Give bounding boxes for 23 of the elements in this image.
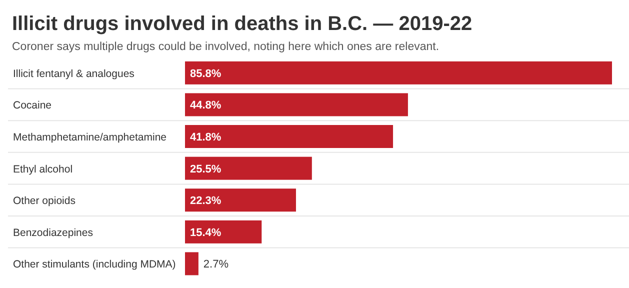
y-tick-label: Illicit fentanyl & analogues xyxy=(13,68,134,80)
bar xyxy=(185,188,296,212)
data-label: 2.7% xyxy=(203,258,229,271)
data-label: 22.3% xyxy=(190,195,222,208)
data-label: 85.8% xyxy=(190,68,222,80)
bar xyxy=(185,125,394,148)
chart-subtitle: Coroner says multiple drugs could be involved, noting here which ones are relevant. xyxy=(12,41,440,53)
bar xyxy=(185,156,312,180)
y-tick-label: Cocaine xyxy=(13,100,52,112)
bar xyxy=(185,252,198,276)
y-tick-label: Other opioids xyxy=(13,195,76,208)
bar xyxy=(185,220,262,244)
chart-title: Illicit drugs involved in deaths in B.C. — 2019-22 xyxy=(12,13,472,35)
data-label: 15.4% xyxy=(190,226,222,239)
bar xyxy=(185,93,408,116)
y-tick-label: Methamphetamine/amphetamine xyxy=(13,132,167,144)
data-label: 25.5% xyxy=(190,163,222,176)
data-label: 41.8% xyxy=(190,132,222,144)
y-tick-label: Benzodiazepines xyxy=(13,226,93,239)
y-tick-label: Other stimulants (including MDMA) xyxy=(13,258,176,271)
bar xyxy=(185,61,612,84)
y-tick-label: Ethyl alcohol xyxy=(13,163,73,176)
data-label: 44.8% xyxy=(190,100,222,112)
